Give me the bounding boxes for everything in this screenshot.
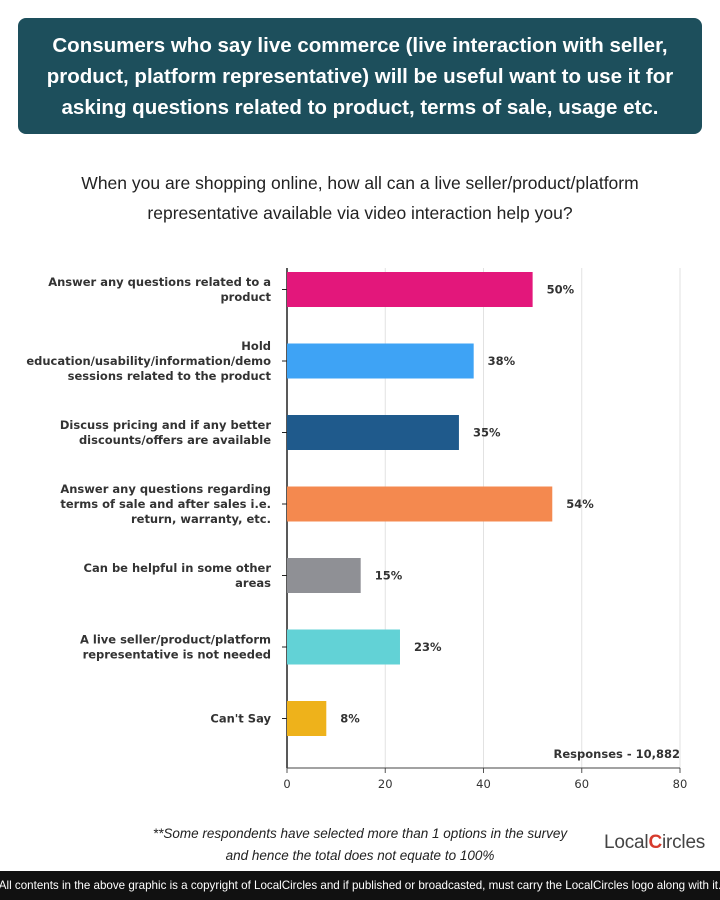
category-label: Answer any questions regarding terms of s… bbox=[60, 482, 271, 526]
category-label: Can be helpful in some other areas bbox=[84, 561, 272, 590]
x-tick-label: 80 bbox=[673, 777, 688, 791]
footnote-line-2: and hence the total does not equate to 1… bbox=[225, 848, 495, 863]
footnote-line-1: **Some respondents have selected more th… bbox=[152, 826, 568, 841]
x-tick-label: 0 bbox=[283, 777, 290, 791]
copyright-text: All contents in the above graphic is a c… bbox=[0, 879, 720, 892]
bar-1 bbox=[287, 343, 474, 379]
value-label: 23% bbox=[414, 640, 442, 654]
bar-layer bbox=[287, 272, 553, 736]
value-label: 8% bbox=[340, 712, 360, 726]
bar-6 bbox=[287, 701, 327, 736]
value-label: 38% bbox=[488, 354, 516, 368]
label-layer: 0 20 40 60 80 50% Answer any questions related… bbox=[26, 275, 687, 791]
category-label: A live seller/product/platform representa… bbox=[80, 633, 271, 662]
footnote: **Some respondents have selected more th… bbox=[120, 823, 600, 867]
x-tick-label: 40 bbox=[476, 777, 491, 791]
survey-question: When you are shopping online, how all ca… bbox=[81, 173, 639, 223]
localcircles-logo: LocalCircles bbox=[604, 832, 705, 854]
bar-chart: 0 20 40 60 80 50% Answer any questions related… bbox=[26, 268, 687, 791]
bar-3 bbox=[287, 486, 553, 522]
copyright-footer: All contents in the above graphic is a c… bbox=[0, 871, 720, 900]
logo-text-2: ircles bbox=[661, 832, 706, 853]
responses-annotation: Responses - 10,882 bbox=[554, 747, 680, 761]
bar-2 bbox=[287, 415, 459, 450]
value-label: 54% bbox=[566, 497, 594, 511]
value-label: 35% bbox=[473, 426, 501, 440]
bar-5 bbox=[287, 629, 400, 665]
header-banner: Consumers who say live commerce (live in… bbox=[18, 18, 702, 134]
category-label: Discuss pricing and if any better discoun… bbox=[60, 418, 271, 447]
x-tick-label: 60 bbox=[574, 777, 589, 791]
bar-4 bbox=[287, 558, 361, 593]
value-label: 15% bbox=[375, 569, 403, 583]
x-tick-label: 20 bbox=[378, 777, 393, 791]
value-label: 50% bbox=[547, 283, 575, 297]
category-label: Answer any questions related to a product bbox=[48, 275, 271, 304]
bar-0 bbox=[287, 272, 533, 307]
category-label: Can't Say bbox=[210, 712, 271, 726]
logo-text-1: Local bbox=[604, 832, 649, 853]
category-label: Hold education/usability/information/demo… bbox=[26, 339, 271, 383]
logo-c-mark: C bbox=[648, 832, 662, 853]
header-title: Consumers who say live commerce (live in… bbox=[46, 33, 674, 119]
